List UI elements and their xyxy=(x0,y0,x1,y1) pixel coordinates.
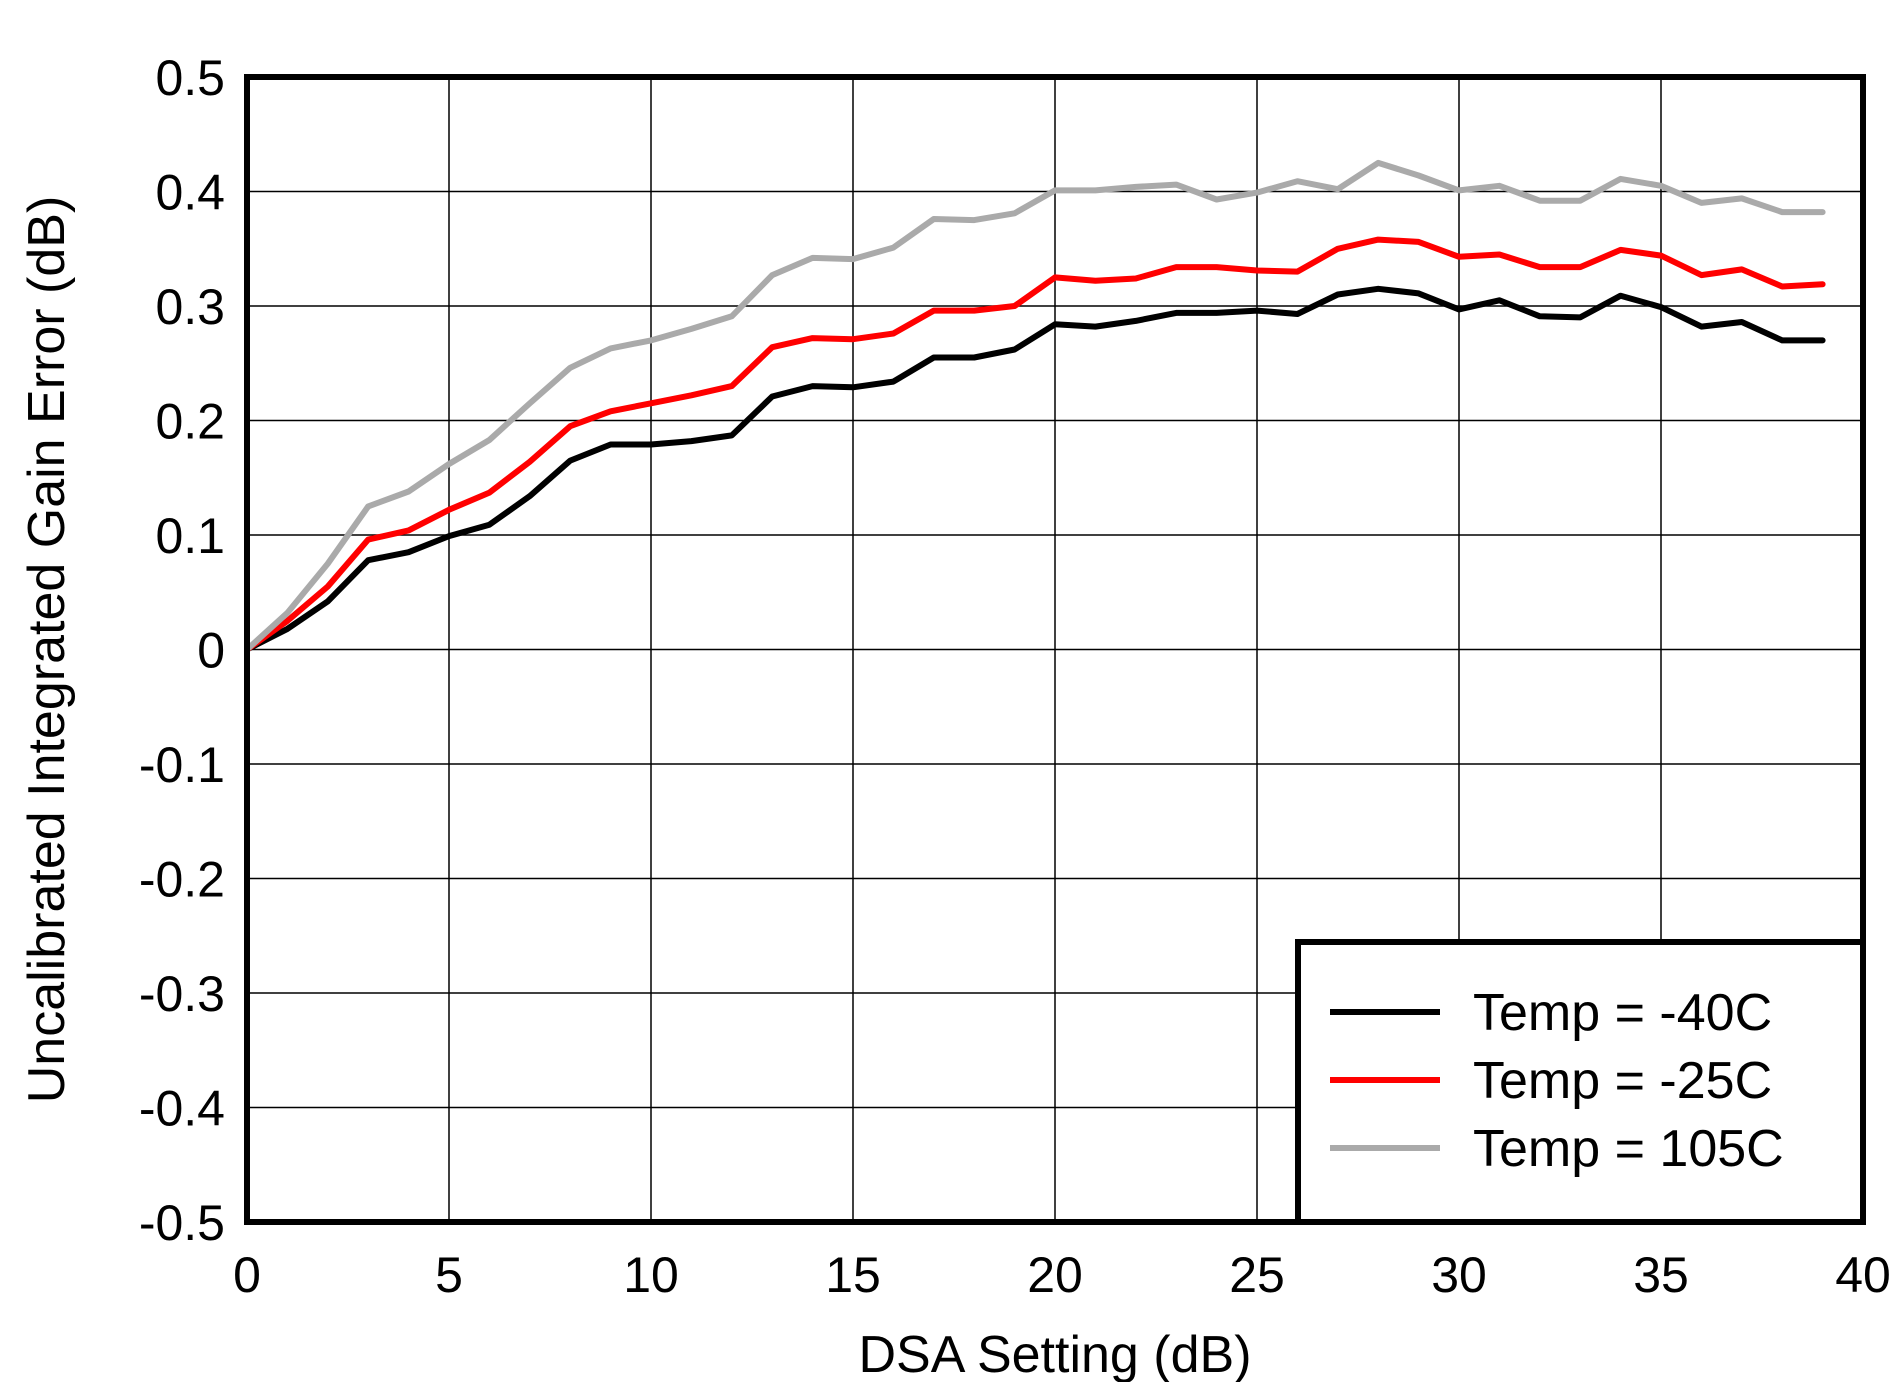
y-tick-label: -0.2 xyxy=(139,852,225,908)
series-line-2 xyxy=(244,159,1826,653)
x-tick-label: 35 xyxy=(1633,1247,1689,1303)
y-tick-label: 0.3 xyxy=(155,279,225,335)
y-tick-labels: -0.5 -0.4 -0.3 -0.2 -0.1 0 0.1 0.2 0.3 0.4 0.5 xyxy=(139,50,225,1251)
y-tick-label: -0.1 xyxy=(139,737,225,793)
y-tick-label: 0 xyxy=(197,623,225,679)
legend-label-2: Temp = 105C xyxy=(1473,1120,1784,1178)
x-tick-label: 15 xyxy=(825,1247,881,1303)
x-tick-label: 20 xyxy=(1027,1247,1083,1303)
x-tick-label: 5 xyxy=(435,1247,463,1303)
y-tick-label: 0.1 xyxy=(155,508,225,564)
legend-label-1: Temp = -25C xyxy=(1473,1052,1772,1110)
y-axis-title: Uncalibrated Integrated Gain Error (dB) xyxy=(18,196,76,1104)
x-tick-label: 25 xyxy=(1229,1247,1285,1303)
series-line-1 xyxy=(244,236,1826,653)
x-tick-label: 10 xyxy=(623,1247,679,1303)
plot-frame xyxy=(244,74,1866,1225)
y-tick-label: 0.2 xyxy=(155,394,225,450)
x-tick-labels: 0 5 10 15 20 25 30 35 40 xyxy=(233,1247,1891,1303)
legend-label-0: Temp = -40C xyxy=(1473,984,1772,1042)
series-line-0 xyxy=(244,285,1826,653)
y-tick-label: -0.5 xyxy=(139,1195,225,1251)
x-tick-label: 0 xyxy=(233,1247,261,1303)
y-tick-label: -0.4 xyxy=(139,1081,225,1137)
x-axis-title: DSA Setting (dB) xyxy=(858,1326,1251,1382)
y-tick-label: 0.4 xyxy=(155,165,225,221)
y-tick-label: 0.5 xyxy=(155,50,225,106)
x-tick-label: 30 xyxy=(1431,1247,1487,1303)
legend: Temp = -40C Temp = -25C Temp = 105C xyxy=(1295,939,1866,1225)
y-tick-label: -0.3 xyxy=(139,966,225,1022)
series-lines xyxy=(244,159,1826,653)
x-tick-label: 40 xyxy=(1835,1247,1891,1303)
